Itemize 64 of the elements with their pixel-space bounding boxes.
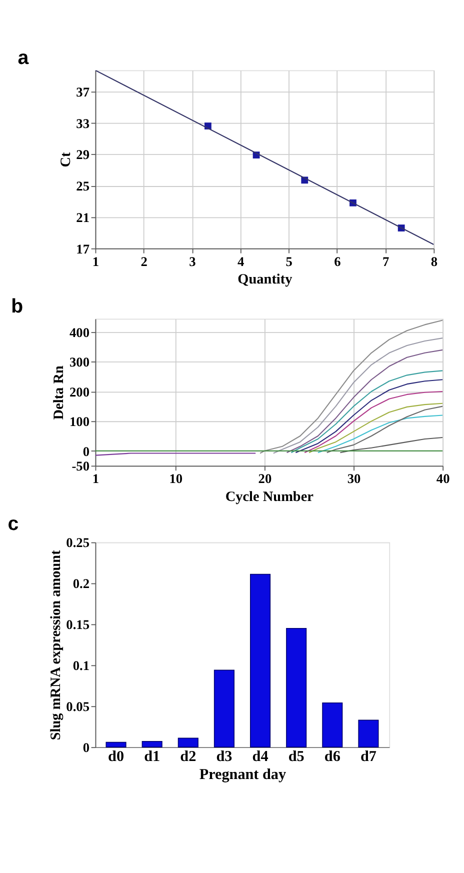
line-series: [272, 338, 443, 454]
y-tick-label: 17: [76, 241, 90, 256]
line-series: [308, 402, 443, 454]
x-tick-label: 1: [92, 254, 100, 269]
x-tick-label: 1: [92, 471, 100, 486]
line-series: [260, 320, 443, 454]
x-tick-label: 2: [140, 254, 148, 269]
bar: [286, 628, 307, 748]
y-tick-label: 37: [76, 84, 90, 100]
x-tick-label: 6: [334, 254, 342, 269]
y-tick-label: 0.05: [66, 699, 90, 714]
x-axis-title: Pregnant day: [199, 766, 286, 783]
line-series: [286, 349, 443, 454]
x-tick-label: 5: [286, 254, 293, 269]
x-tick-label: d2: [180, 748, 196, 765]
x-tick-label: 40: [436, 471, 450, 486]
y-tick-label: -50: [72, 458, 90, 474]
x-axis-title: Cycle Number: [225, 488, 314, 505]
x-tick-label: 3: [189, 254, 196, 269]
y-tick-label: 0.2: [72, 576, 90, 592]
y-tick-label: 0: [82, 444, 90, 459]
y-tick-label: 0.1: [72, 658, 90, 674]
line-series: [304, 390, 443, 454]
x-tick-label: d5: [288, 748, 305, 765]
line-series: [340, 436, 443, 454]
y-tick-label: 100: [69, 414, 90, 430]
y-tick-label: 300: [69, 354, 90, 370]
y-tick-label: 400: [69, 325, 90, 340]
x-tick-label: 7: [382, 254, 390, 269]
x-tick-label: d1: [144, 748, 160, 765]
chart-title: b: [11, 296, 24, 318]
y-tick-label: 33: [76, 116, 90, 131]
y-tick-label: 200: [69, 384, 90, 400]
x-tick-label: d0: [108, 748, 124, 765]
bar: [322, 702, 343, 748]
chart-title: a: [18, 47, 30, 70]
x-tick-label: 10: [169, 471, 183, 486]
y-axis-title: Slug mRNA expression amount: [48, 550, 64, 740]
x-tick-label: d4: [252, 748, 269, 765]
x-tick-label: 20: [258, 471, 272, 486]
y-axis-title: Ct: [58, 152, 74, 168]
bar: [358, 720, 379, 748]
bar: [178, 738, 198, 748]
x-tick-label: 8: [430, 254, 438, 269]
x-tick-label: d6: [324, 748, 341, 765]
x-tick-label: d3: [216, 748, 233, 765]
x-tick-label: 30: [347, 471, 362, 486]
x-tick-label: d7: [360, 748, 377, 765]
bar: [214, 670, 234, 748]
y-tick-label: 0.25: [66, 535, 90, 550]
line-series: [326, 406, 443, 454]
y-axis-title: Delta Rn: [51, 366, 68, 420]
bar: [106, 742, 126, 748]
y-tick-label: 21: [76, 210, 90, 225]
bar: [142, 741, 162, 748]
line-series: [317, 414, 443, 454]
y-tick-label: 0: [82, 740, 90, 756]
y-tick-label: 0.15: [66, 617, 90, 632]
y-tick-label: 25: [76, 178, 90, 194]
bar: [250, 574, 271, 748]
x-tick-label: 4: [237, 254, 244, 269]
x-axis-title: Quantity: [238, 272, 292, 288]
y-tick-label: 29: [76, 147, 90, 162]
chart-title: c: [8, 512, 19, 535]
